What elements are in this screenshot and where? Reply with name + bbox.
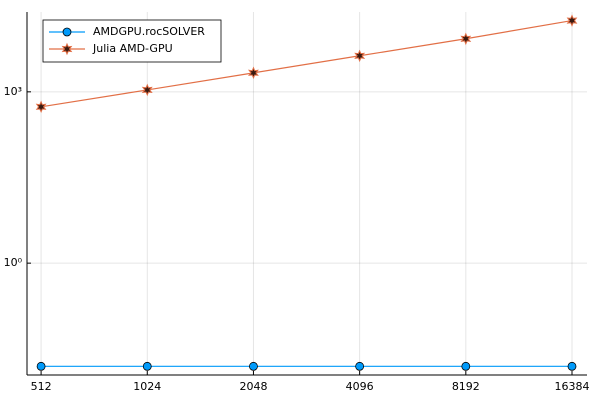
marker — [567, 361, 577, 371]
y-tick-label: 10⁰ — [4, 256, 23, 269]
marker — [249, 361, 258, 371]
marker — [141, 83, 153, 97]
x-tick-label: 16384 — [554, 380, 589, 393]
marker — [566, 14, 578, 27]
x-tick-label: 1024 — [133, 380, 161, 393]
x-tick-label: 8192 — [452, 380, 480, 393]
marker — [142, 361, 152, 371]
legend-label: Julia AMD-GPU — [92, 42, 173, 55]
y-tick-label: 10³ — [4, 85, 22, 98]
series-line — [40, 19, 573, 108]
x-tick-label: 2048 — [239, 380, 267, 393]
marker — [460, 32, 472, 46]
marker — [247, 66, 259, 80]
legend-label: AMDGPU.rocSOLVER — [93, 25, 205, 38]
marker — [354, 49, 366, 63]
marker — [36, 361, 46, 371]
legend-marker — [62, 27, 72, 37]
x-tick-label: 4096 — [346, 380, 374, 393]
legend-box — [42, 19, 222, 63]
legend-marker — [61, 42, 73, 56]
marker — [461, 361, 471, 371]
marker — [355, 361, 365, 371]
marker — [35, 100, 47, 114]
x-tick-label: 512 — [31, 380, 52, 393]
